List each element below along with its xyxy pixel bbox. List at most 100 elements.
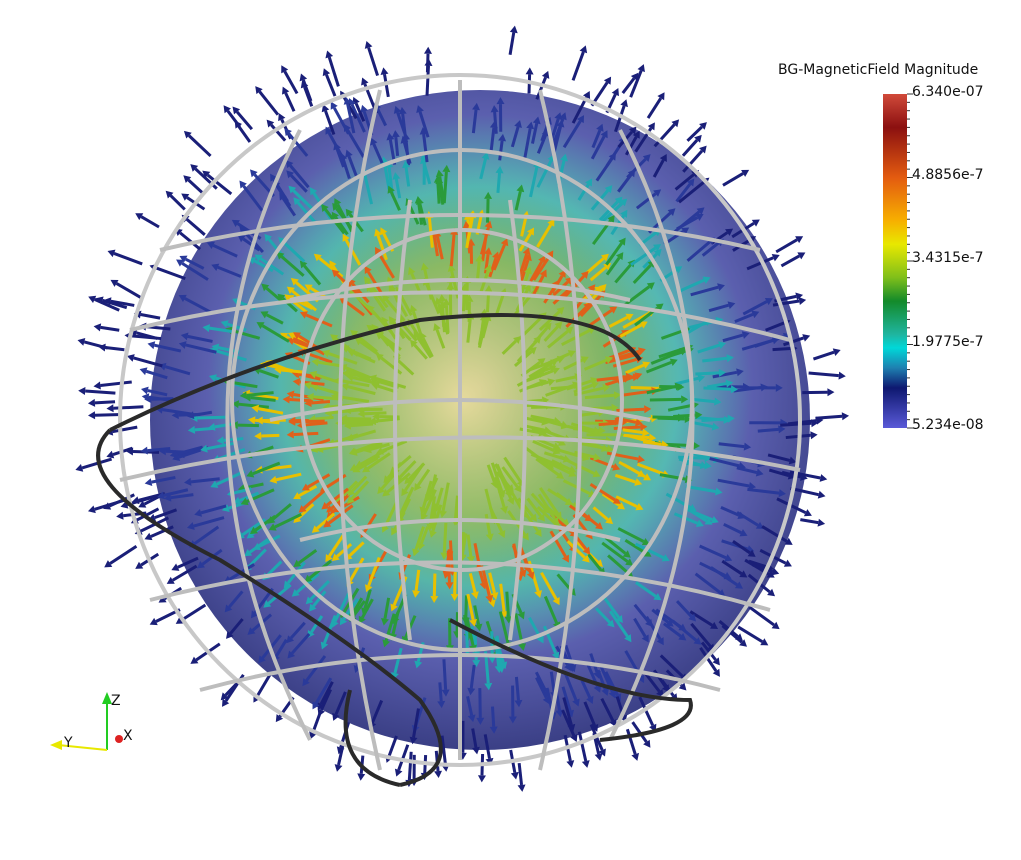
field-arrow-head: [504, 616, 513, 624]
field-arrow: [453, 495, 459, 519]
field-arrow-head: [149, 617, 158, 626]
field-arrow-head: [620, 99, 628, 108]
field-arrow: [176, 445, 204, 456]
field-arrow: [324, 110, 336, 135]
field-arrow: [266, 560, 283, 577]
field-arrow: [179, 231, 201, 251]
field-arrow-head: [492, 251, 500, 260]
field-arrow-head: [784, 537, 793, 545]
field-arrow: [270, 123, 287, 142]
field-arrow: [328, 534, 345, 558]
field-arrow-head: [517, 784, 526, 792]
field-arrow: [484, 254, 490, 274]
field-arrow-head: [500, 238, 509, 247]
field-arrow: [523, 445, 550, 466]
field-arrow-head: [771, 254, 780, 262]
field-arrow: [284, 92, 296, 112]
field-arrow-head: [536, 635, 544, 644]
field-arrow: [528, 361, 553, 379]
field-arrow-head: [425, 494, 433, 503]
field-arrow: [136, 507, 160, 522]
field-arrow: [630, 386, 659, 390]
field-arrow-head: [699, 122, 707, 130]
field-arrow: [214, 422, 235, 429]
field-arrow-head: [382, 488, 391, 497]
field-arrow: [399, 498, 412, 519]
field-arrow-head: [347, 496, 355, 504]
field-arrow: [217, 265, 242, 278]
field-arrow-head: [484, 220, 493, 229]
field-arrow-head: [299, 260, 308, 269]
field-arrow-head: [284, 128, 292, 137]
field-arrow: [253, 259, 274, 273]
field-arrow: [536, 134, 547, 154]
field-arrow-head: [382, 639, 391, 648]
field-arrow-head: [490, 591, 499, 600]
field-arrow: [410, 323, 428, 350]
field-arrow-head: [282, 86, 290, 95]
field-arrow-head: [325, 126, 333, 135]
field-arrow: [595, 607, 611, 624]
field-arrow-head: [308, 603, 317, 612]
field-arrow: [550, 275, 564, 294]
field-arrow: [449, 234, 456, 267]
field-arrow: [723, 522, 742, 535]
field-arrow-head: [442, 164, 451, 173]
field-arrow: [163, 488, 189, 497]
field-arrow: [471, 109, 478, 134]
field-arrow: [685, 485, 716, 493]
field-arrow-head: [186, 522, 195, 530]
field-arrow-head: [139, 367, 148, 376]
field-arrow-head: [176, 259, 185, 267]
field-arrow: [526, 497, 542, 517]
field-arrow: [659, 654, 684, 678]
field-arrow-head: [710, 621, 719, 629]
field-arrow: [676, 278, 705, 294]
field-arrow-head: [724, 554, 733, 562]
field-arrow-head: [196, 560, 205, 569]
field-arrow: [537, 493, 556, 520]
field-arrow-head: [778, 425, 786, 434]
field-arrow-head: [424, 58, 433, 66]
field-arrow-head: [743, 442, 752, 451]
field-arrow-head: [291, 589, 300, 597]
field-arrow-head: [439, 510, 448, 518]
field-arrow-head: [596, 123, 604, 132]
field-arrow-head: [420, 262, 429, 271]
field-arrow: [630, 246, 657, 267]
field-arrow-head: [467, 714, 476, 723]
field-arrow-head: [243, 393, 252, 402]
field-arrow-head: [692, 441, 701, 450]
field-arrow-head: [657, 92, 665, 101]
field-arrow: [808, 371, 839, 378]
field-arrow: [185, 343, 217, 354]
field-arrow: [583, 701, 596, 726]
field-arrow-head: [614, 196, 623, 205]
field-arrow-head: [628, 126, 637, 135]
field-arrow-head: [317, 708, 325, 717]
field-arrow-head: [334, 764, 343, 772]
field-arrow: [635, 192, 657, 210]
field-arrow: [653, 123, 676, 148]
field-arrow-head: [547, 378, 556, 386]
field-arrow: [275, 638, 288, 657]
field-arrow-head: [484, 264, 492, 273]
field-arrow: [380, 356, 403, 375]
field-arrow-head: [637, 455, 646, 463]
field-arrow-head: [269, 475, 278, 484]
field-arrow-head: [537, 358, 546, 366]
field-arrow-head: [361, 77, 369, 86]
field-arrow-head: [632, 130, 640, 139]
field-arrow: [483, 734, 491, 759]
field-arrow-head: [760, 383, 768, 392]
field-arrow-head: [200, 444, 208, 453]
field-arrow-head: [726, 354, 734, 363]
field-arrow-head: [88, 411, 96, 420]
field-arrow: [742, 300, 768, 316]
field-arrow: [468, 572, 477, 593]
field-arrow: [579, 294, 602, 318]
field-arrow-head: [299, 311, 308, 319]
field-arrow: [601, 541, 629, 563]
field-arrow-head: [827, 388, 835, 397]
